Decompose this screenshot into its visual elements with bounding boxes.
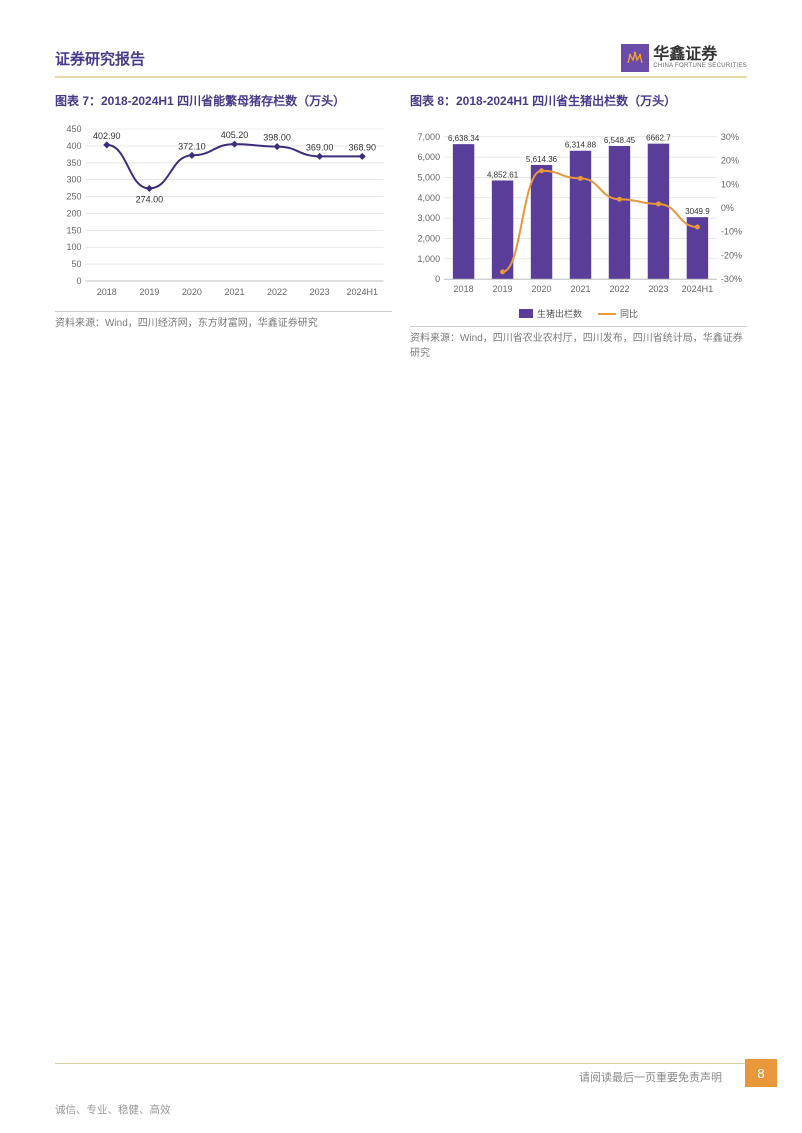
svg-text:0: 0	[76, 276, 81, 286]
svg-text:-10%: -10%	[721, 227, 742, 237]
legend-line-label: 同比	[620, 307, 638, 320]
svg-text:0%: 0%	[721, 203, 734, 213]
svg-text:2022: 2022	[609, 284, 629, 294]
svg-text:6,638.34: 6,638.34	[448, 134, 480, 143]
footer-disclaimer: 请阅读最后一页重要免责声明	[579, 1069, 722, 1085]
svg-text:2019: 2019	[493, 284, 513, 294]
svg-text:2023: 2023	[310, 287, 330, 297]
svg-text:10%: 10%	[721, 179, 739, 189]
svg-text:200: 200	[66, 208, 81, 218]
svg-text:2020: 2020	[532, 284, 552, 294]
svg-text:4,000: 4,000	[418, 193, 441, 203]
svg-text:368.90: 368.90	[348, 142, 376, 152]
chart7-block: 图表 7：2018-2024H1 四川省能繁母猪存栏数（万头） 0 50 100 15…	[55, 92, 392, 361]
svg-text:6662.7: 6662.7	[646, 134, 671, 143]
chart8-legend-bar: 生猪出栏数	[519, 307, 582, 320]
svg-text:405.20: 405.20	[221, 130, 249, 140]
svg-text:6,314.88: 6,314.88	[565, 141, 597, 150]
svg-text:100: 100	[66, 242, 81, 252]
svg-text:2,000: 2,000	[418, 234, 441, 244]
chart8-svg: 0 1,000 2,000 3,000 4,000 5,000 6,000 7,000 -30%…	[410, 115, 747, 305]
svg-text:2022: 2022	[267, 287, 287, 297]
logo-en-name: CHINA FORTUNE SECURITIES	[653, 63, 747, 69]
footer-rule	[55, 1063, 747, 1064]
chart7-svg: 0 50 100 150 200 250 300 350 400 450 2018 2019 2020 2…	[55, 115, 392, 305]
svg-text:300: 300	[66, 175, 81, 185]
chart8-title: 图表 8：2018-2024H1 四川省生猪出栏数（万头）	[410, 92, 747, 109]
page-number-badge: 8	[745, 1059, 777, 1087]
svg-text:3049.9: 3049.9	[685, 207, 710, 216]
company-logo: 华鑫证券 CHINA FORTUNE SECURITIES	[621, 44, 747, 72]
logo-text: 华鑫证券 CHINA FORTUNE SECURITIES	[653, 47, 747, 69]
svg-text:250: 250	[66, 192, 81, 202]
footer-motto: 诚信、专业、稳健、高效	[55, 1102, 171, 1117]
svg-text:0: 0	[435, 274, 440, 284]
svg-text:450: 450	[66, 124, 81, 134]
svg-text:2021: 2021	[570, 284, 590, 294]
svg-text:5,000: 5,000	[418, 172, 441, 182]
svg-text:30%: 30%	[721, 132, 739, 142]
svg-text:372.10: 372.10	[178, 141, 206, 151]
svg-text:1,000: 1,000	[418, 254, 441, 264]
svg-text:2023: 2023	[648, 284, 668, 294]
svg-text:398.00: 398.00	[263, 133, 291, 143]
svg-text:2024H1: 2024H1	[682, 284, 714, 294]
legend-bar-label: 生猪出栏数	[537, 307, 582, 320]
chart7-area: 0 50 100 150 200 250 300 350 400 450 2018 2019 2020 2…	[55, 115, 392, 305]
chart8-block: 图表 8：2018-2024H1 四川省生猪出栏数（万头） 0 1,000 2,00…	[410, 92, 747, 361]
svg-text:6,000: 6,000	[418, 152, 441, 162]
svg-text:20%: 20%	[721, 156, 739, 166]
svg-text:369.00: 369.00	[306, 142, 334, 152]
chart8-legend-line: 同比	[598, 307, 638, 320]
chart8-source: 资料来源：Wind，四川省农业农村厅，四川发布，四川省统计局，华鑫证券研究	[410, 326, 747, 361]
svg-text:2020: 2020	[182, 287, 202, 297]
report-type-title: 证券研究报告	[55, 48, 145, 69]
svg-text:2021: 2021	[224, 287, 244, 297]
legend-line-swatch-icon	[598, 313, 616, 315]
svg-text:7,000: 7,000	[418, 132, 441, 142]
svg-text:274.00: 274.00	[136, 194, 164, 204]
svg-text:150: 150	[66, 225, 81, 235]
svg-text:-30%: -30%	[721, 274, 742, 284]
legend-bar-swatch-icon	[519, 309, 533, 318]
svg-text:402.90: 402.90	[93, 131, 121, 141]
logo-cn-name: 华鑫证券	[653, 47, 747, 63]
svg-text:-20%: -20%	[721, 250, 742, 260]
charts-row: 图表 7：2018-2024H1 四川省能繁母猪存栏数（万头） 0 50 100 15…	[55, 92, 747, 361]
chart7-source: 资料来源：Wind，四川经济网，东方财富网，华鑫证券研究	[55, 311, 392, 331]
page: 证券研究报告 华鑫证券 CHINA FORTUNE SECURITIES 图表 …	[0, 0, 802, 1133]
logo-mark-icon	[621, 44, 649, 72]
page-header: 证券研究报告 华鑫证券 CHINA FORTUNE SECURITIES	[55, 40, 747, 78]
svg-text:5,614.36: 5,614.36	[526, 155, 558, 164]
page-footer: 请阅读最后一页重要免责声明 8 诚信、专业、稳健、高效	[55, 1063, 802, 1095]
svg-text:2018: 2018	[97, 287, 117, 297]
svg-text:350: 350	[66, 158, 81, 168]
svg-text:4,852.61: 4,852.61	[487, 170, 519, 179]
svg-text:2019: 2019	[139, 287, 159, 297]
svg-text:50: 50	[71, 259, 81, 269]
chart8-legend: 生猪出栏数 同比	[410, 307, 747, 320]
svg-text:6,548.45: 6,548.45	[604, 136, 636, 145]
chart8-area: 0 1,000 2,000 3,000 4,000 5,000 6,000 7,000 -30%…	[410, 115, 747, 305]
svg-text:3,000: 3,000	[418, 213, 441, 223]
svg-text:400: 400	[66, 141, 81, 151]
svg-text:2024H1: 2024H1	[346, 287, 378, 297]
chart7-title: 图表 7：2018-2024H1 四川省能繁母猪存栏数（万头）	[55, 92, 392, 109]
svg-text:2018: 2018	[454, 284, 474, 294]
